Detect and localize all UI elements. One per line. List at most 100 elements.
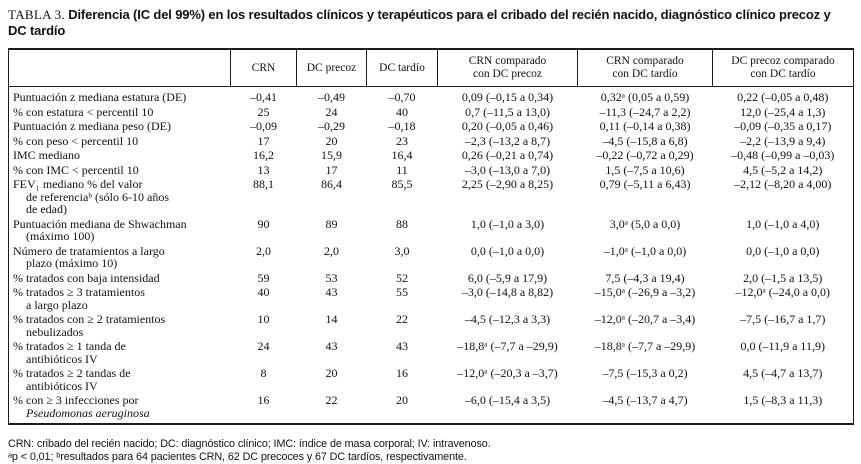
cell-value: 90 [257, 216, 270, 231]
row-label-italic: Pseudomonas aeruginosa [26, 405, 150, 420]
cell-value: –12,0ᵃ (–20,3 a –3,7) [457, 366, 558, 380]
cell-value: 17 [257, 133, 270, 148]
cell-value: 2,25 (–2,90 a 8,25) [461, 177, 554, 191]
cell-value: 22 [325, 393, 338, 407]
cell-value: 1,5 (–8,3 a 11,3) [743, 393, 823, 407]
table-row: Puntuación mediana de Shwachman (máximo … [9, 216, 854, 243]
column-header: CRN comparado con DC precoz [437, 49, 578, 87]
row-label: % tratados ≥ 2 tandas de antibióticos IV [13, 366, 131, 393]
table-row: Puntuación z mediana peso (DE) –0,09 –0,29… [9, 118, 854, 133]
cell-value: 20 [325, 133, 338, 148]
cell-value: 40 [257, 285, 270, 299]
cell-value: 17 [325, 162, 338, 177]
cell-value: –11,3 (–24,7 a 2,2) [599, 104, 691, 119]
cell-value: 85,5 [391, 177, 413, 191]
cell-value: –0,49 [318, 90, 345, 104]
footnotes: CRN: cribado del recién nacido; DC: diag… [8, 438, 853, 463]
cell-value: –4,5 (–13,7 a 4,7) [602, 393, 688, 407]
cell-value: 15,9 [321, 148, 342, 162]
cell-value: –2,3 (–13,2 a 8,7) [464, 133, 551, 148]
table-row: Puntuación z mediana estatura (DE) –0,41 –… [9, 87, 854, 104]
cell-value: 0,22 (–0,05 a 0,48) [737, 90, 829, 104]
cell-value: 55 [396, 285, 408, 299]
cell-value: –0,18 [388, 119, 416, 133]
row-label: % tratados con ≥ 2 tratamientos nebuliza… [13, 312, 166, 339]
cell-value: 2,0 [324, 243, 339, 258]
column-header: DC precoz comparado con DC tardío [712, 49, 854, 87]
cell-value: 88 [396, 216, 408, 231]
cell-value: 3,0 [394, 243, 410, 258]
cell-value: 0,79 (–5,11 a 6,43) [599, 177, 691, 191]
table-title-text: Diferencia (IC del 99%) en los resultado… [8, 7, 831, 38]
row-label: % con ≥ 3 infecciones por Pseudomonas ae… [13, 393, 150, 420]
cell-value: 40 [396, 104, 408, 119]
cell-value: –15,0ᵃ (–26,9 a –3,2) [594, 285, 696, 299]
cell-value: –7,5 (–15,3 a 0,2) [602, 366, 688, 380]
cell-value: 2,0 (–1,5 a 13,5) [743, 270, 823, 285]
row-label: Número de tratamientos a largo plazo (má… [13, 243, 165, 270]
cell-value: 0,32ᵃ (0,05 a 0,59) [600, 90, 690, 104]
table-row: % con estatura < percentil 10 25 24 40 0,7 (… [9, 104, 854, 119]
cell-value: 86,4 [321, 177, 342, 191]
footnote-abbreviations: CRN: cribado del recién nacido; DC: diag… [8, 438, 491, 450]
cell-value: –0,41 [250, 90, 277, 104]
table-row: Número de tratamientos a largo plazo (má… [9, 243, 854, 270]
cell-value: 0,26 (–0,21 a 0,74) [461, 148, 554, 162]
table-row: IMC mediano 16,2 15,9 16,4 0,26 (–0,21 a 0,7… [9, 147, 854, 162]
row-label: % con peso < percentil 10 [13, 133, 139, 148]
row-label: % tratados ≥ 1 tanda de antibióticos IV [13, 339, 126, 366]
cell-value: 24 [257, 339, 270, 353]
cell-value: 3,0ᵃ (5,0 a 0,0) [609, 216, 681, 231]
footnote-significance: ᵃp < 0,01; ᵇresultados para 64 pacientes… [8, 450, 467, 463]
table-number-label: TABLA 3. [8, 7, 65, 22]
cell-value: –18,8ᵃ (–7,7 a –29,9) [594, 339, 696, 353]
row-label: Puntuación mediana de Shwachman (máximo … [13, 216, 187, 243]
cell-value: –3,0 (–14,8 a 8,82) [461, 285, 554, 299]
row-label: FEV₁ mediano % del valor de referenciaᵇ … [13, 177, 169, 216]
cell-value: 13 [257, 162, 270, 177]
cell-value: 0,11 (–0,14 a 0,38) [599, 119, 691, 133]
cell-value: –0,09 (–0,35 a 0,17) [734, 119, 832, 133]
cell-value: –1,0ᵃ (–1,0 a 0,0) [603, 243, 687, 258]
table-body: Puntuación z mediana estatura (DE) –0,41 –… [9, 87, 854, 425]
cell-value: 0,0 (–1,0 a 0,0) [746, 243, 820, 258]
cell-value: –0,22 (–0,72 a 0,29) [596, 148, 694, 162]
cell-value: 89 [325, 216, 338, 231]
cell-value: 43 [325, 339, 338, 353]
cell-value: 4,5 (–4,7 a 13,7) [743, 366, 823, 380]
cell-value: 25 [257, 104, 270, 119]
row-label: IMC mediano [13, 148, 80, 162]
cell-value: 16 [396, 366, 408, 380]
cell-value: 23 [396, 133, 408, 148]
cell-value: 16,2 [253, 148, 274, 162]
results-table: CRN DC precoz DC tardío CRN comparado con D… [8, 48, 854, 425]
cell-value: 20 [396, 393, 408, 407]
cell-value: 59 [257, 270, 270, 285]
cell-value: 0,09 (–0,15 a 0,34) [461, 90, 554, 104]
row-label: Puntuación z mediana peso (DE) [13, 119, 171, 133]
cell-value: 88,1 [253, 177, 274, 191]
cell-value: –12,0ᵃ (–24,0 a 0,0) [735, 285, 831, 299]
row-label: % tratados con baja intensidad [13, 270, 160, 285]
cell-value: 43 [396, 339, 408, 353]
cell-value: 43 [325, 285, 338, 299]
table-row: % tratados con ≥ 2 tratamientos nebuliza… [9, 311, 854, 338]
table-header: CRN DC precoz DC tardío CRN comparado con D… [8, 49, 854, 87]
cell-value: 22 [396, 312, 408, 326]
cell-value: 52 [396, 270, 408, 285]
cell-value: –0,29 [318, 119, 345, 133]
table-header-row: CRN DC precoz DC tardío CRN comparado con D… [8, 49, 854, 87]
row-label: Puntuación z mediana estatura (DE) [13, 90, 187, 104]
cell-value: 1,0 (–1,0 a 3,0) [470, 216, 545, 231]
table-row: % con peso < percentil 10 17 20 23 –2,3 (–13… [9, 133, 854, 148]
cell-value: 7,5 (–4,3 a 19,4) [605, 270, 685, 285]
cell-value: –12,0ᵃ (–20,7 a –3,4) [594, 312, 696, 326]
table-row: FEV₁ mediano % del valor de referenciaᵇ … [9, 176, 854, 216]
table-row: % tratados con baja intensidad 59 53 52 6,0 … [9, 270, 854, 285]
cell-value: 24 [325, 104, 338, 119]
table-row: % tratados ≥ 2 tandas de antibióticos IV… [9, 365, 854, 392]
cell-value: 8 [260, 366, 267, 380]
cell-value: –18,8ᵃ (–7,7 a –29,9) [457, 339, 558, 353]
table-row: % tratados ≥ 3 tratamientos a largo plaz… [9, 284, 854, 311]
